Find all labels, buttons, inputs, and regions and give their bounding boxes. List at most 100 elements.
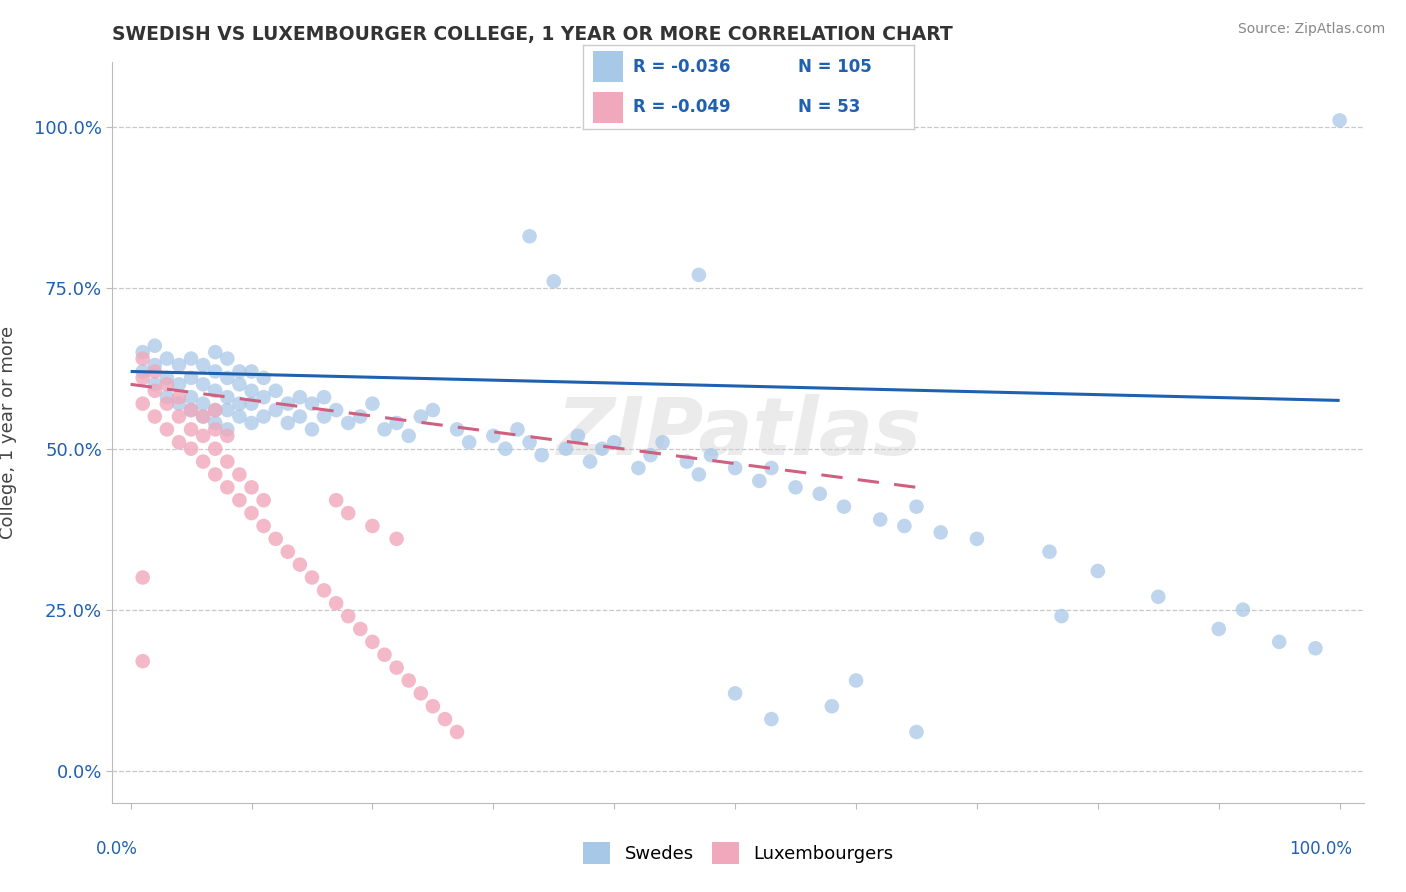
Text: ZIPatlas: ZIPatlas xyxy=(555,393,921,472)
Point xyxy=(966,532,988,546)
Point xyxy=(217,390,239,404)
Point xyxy=(228,397,250,411)
Point xyxy=(167,397,190,411)
Point xyxy=(337,609,360,624)
Point xyxy=(143,358,166,372)
Point xyxy=(724,461,747,475)
Point xyxy=(131,654,153,668)
Point xyxy=(288,409,311,424)
Point xyxy=(217,422,239,436)
Point xyxy=(217,351,239,366)
Point xyxy=(761,712,783,726)
Text: N = 105: N = 105 xyxy=(799,58,872,76)
Point xyxy=(240,384,263,398)
Point xyxy=(252,493,274,508)
Point xyxy=(748,474,770,488)
Point xyxy=(204,422,226,436)
Point xyxy=(167,358,190,372)
Point xyxy=(688,467,710,482)
Text: N = 53: N = 53 xyxy=(799,98,860,116)
Point xyxy=(131,345,153,359)
Point xyxy=(252,371,274,385)
Point xyxy=(191,358,214,372)
Point xyxy=(869,512,891,526)
Text: 100.0%: 100.0% xyxy=(1289,840,1353,858)
Point xyxy=(277,397,299,411)
Point xyxy=(156,422,179,436)
Point xyxy=(1232,602,1254,616)
Point xyxy=(349,622,371,636)
Point xyxy=(204,364,226,378)
Point xyxy=(832,500,855,514)
Point xyxy=(579,454,602,468)
Point xyxy=(180,403,202,417)
Point xyxy=(180,371,202,385)
Point xyxy=(228,377,250,392)
Legend: Swedes, Luxembourgers: Swedes, Luxembourgers xyxy=(583,842,893,864)
Point xyxy=(228,364,250,378)
Text: Source: ZipAtlas.com: Source: ZipAtlas.com xyxy=(1237,22,1385,37)
Point xyxy=(640,448,662,462)
Point xyxy=(821,699,844,714)
Point xyxy=(240,364,263,378)
Point xyxy=(433,712,456,726)
Point xyxy=(264,532,287,546)
Point xyxy=(277,416,299,430)
Point xyxy=(373,422,395,436)
Point xyxy=(349,409,371,424)
Point xyxy=(785,480,807,494)
Point xyxy=(893,519,915,533)
Point xyxy=(143,384,166,398)
Point xyxy=(167,390,190,404)
Point xyxy=(929,525,952,540)
Point xyxy=(543,274,565,288)
Point xyxy=(651,435,673,450)
Point xyxy=(567,429,589,443)
Point xyxy=(312,390,335,404)
Point xyxy=(180,422,202,436)
Point xyxy=(131,397,153,411)
Point xyxy=(143,377,166,392)
Point xyxy=(446,422,468,436)
Point xyxy=(1329,113,1351,128)
Point xyxy=(228,409,250,424)
Point xyxy=(252,390,274,404)
Point xyxy=(845,673,868,688)
Point xyxy=(409,409,432,424)
Point xyxy=(905,725,928,739)
Point xyxy=(325,403,347,417)
Point xyxy=(398,429,420,443)
Point xyxy=(385,532,408,546)
Point xyxy=(217,371,239,385)
Point xyxy=(240,397,263,411)
Point xyxy=(240,480,263,494)
Point xyxy=(131,351,153,366)
Point xyxy=(675,454,697,468)
Point xyxy=(228,493,250,508)
Point xyxy=(191,429,214,443)
Point xyxy=(217,454,239,468)
Point xyxy=(204,467,226,482)
Point xyxy=(1038,545,1060,559)
Point xyxy=(312,583,335,598)
Point xyxy=(603,435,626,450)
Point xyxy=(373,648,395,662)
Point xyxy=(167,435,190,450)
Point xyxy=(167,377,190,392)
Point xyxy=(240,416,263,430)
Point xyxy=(156,351,179,366)
Point xyxy=(337,416,360,430)
Point xyxy=(398,673,420,688)
Point xyxy=(204,442,226,456)
Point xyxy=(519,229,541,244)
Point xyxy=(167,409,190,424)
Point xyxy=(252,409,274,424)
Point xyxy=(191,454,214,468)
Point xyxy=(204,345,226,359)
Point xyxy=(385,416,408,430)
Point xyxy=(361,397,384,411)
Point xyxy=(191,409,214,424)
Point xyxy=(156,377,179,392)
Point xyxy=(337,506,360,520)
Point xyxy=(180,390,202,404)
